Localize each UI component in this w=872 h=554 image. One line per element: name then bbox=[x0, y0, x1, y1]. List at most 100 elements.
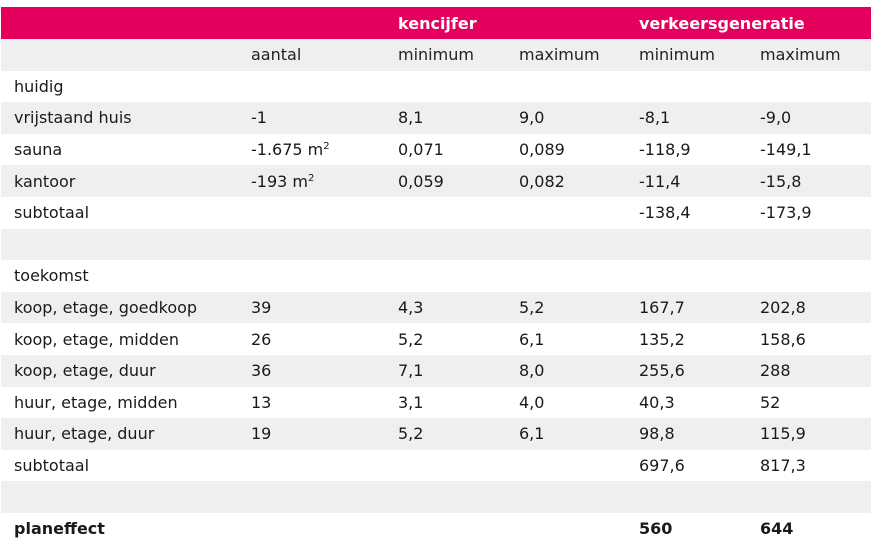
row-verkeer-minimum: -11,4 bbox=[626, 165, 747, 197]
row-label: toekomst bbox=[1, 260, 238, 292]
row-label: koop, etage, midden bbox=[1, 323, 238, 355]
row-label: sauna bbox=[1, 133, 238, 166]
row-label: huur, etage, duur bbox=[1, 418, 238, 450]
row-kencijfer-minimum: 0,071 bbox=[385, 133, 506, 166]
unit-exponent: 2 bbox=[307, 172, 315, 184]
row-label: koop, etage, goedkoop bbox=[1, 291, 238, 324]
subheader-empty-cell bbox=[1, 39, 238, 71]
row-verkeer-maximum: 158,6 bbox=[747, 323, 871, 355]
header-row: kencijfer verkeersgeneratie bbox=[1, 7, 871, 39]
row-label bbox=[1, 481, 238, 513]
row-verkeer-minimum: -138,4 bbox=[626, 196, 747, 229]
row-verkeer-maximum: 202,8 bbox=[747, 291, 871, 324]
table-row bbox=[1, 228, 871, 261]
row-kencijfer-minimum bbox=[385, 512, 506, 545]
row-kencijfer-maximum bbox=[506, 481, 626, 513]
row-kencijfer-minimum: 3,1 bbox=[385, 386, 506, 419]
table-row: koop, etage, goedkoop 39 4,3 5,2 167,7 202,8 bbox=[1, 291, 871, 324]
aantal-value: 39 bbox=[251, 298, 272, 318]
row-kencijfer-minimum bbox=[385, 449, 506, 482]
table-row: planeffect 560 644 bbox=[1, 512, 871, 545]
row-verkeer-minimum: 697,6 bbox=[626, 449, 747, 482]
subheader-verkeer-maximum: maximum bbox=[747, 39, 871, 71]
subheader-row: aantal minimum maximum minimum maximum bbox=[1, 39, 871, 71]
aantal-value: 36 bbox=[251, 361, 272, 381]
row-label: subtotaal bbox=[1, 449, 238, 482]
row-kencijfer-maximum bbox=[506, 512, 626, 545]
row-kencijfer-minimum: 5,2 bbox=[385, 323, 506, 355]
unit-exponent: 2 bbox=[323, 141, 330, 153]
row-verkeer-maximum: 52 bbox=[747, 386, 871, 419]
row-kencijfer-minimum bbox=[385, 196, 506, 229]
row-kencijfer-maximum: 6,1 bbox=[506, 323, 626, 355]
row-aantal: 36 bbox=[238, 354, 385, 387]
row-kencijfer-minimum: 5,2 bbox=[385, 418, 506, 450]
row-verkeer-minimum: 167,7 bbox=[626, 291, 747, 324]
row-kencijfer-maximum: 4,0 bbox=[506, 386, 626, 419]
table-row: toekomst bbox=[1, 260, 871, 292]
row-kencijfer-minimum: 0,059 bbox=[385, 165, 506, 197]
row-kencijfer-maximum bbox=[506, 70, 626, 103]
row-verkeer-minimum: 255,6 bbox=[626, 354, 747, 387]
row-kencijfer-maximum bbox=[506, 260, 626, 292]
row-aantal: -1 bbox=[238, 102, 385, 134]
row-label: huur, etage, midden bbox=[1, 386, 238, 419]
row-verkeer-maximum bbox=[747, 481, 871, 513]
table-row: huur, etage, midden 13 3,1 4,0 40,3 52 bbox=[1, 386, 871, 419]
table-row: koop, etage, duur 36 7,1 8,0 255,6 288 bbox=[1, 354, 871, 387]
table-row: kantoor -193 m2 0,059 0,082 -11,4 -15,8 bbox=[1, 165, 871, 197]
aantal-value: -1 bbox=[251, 108, 267, 128]
row-verkeer-maximum: -173,9 bbox=[747, 196, 871, 229]
header-empty-cell bbox=[1, 7, 238, 39]
header-empty-cell bbox=[238, 7, 385, 39]
row-kencijfer-minimum bbox=[385, 481, 506, 513]
table-row: huur, etage, duur 19 5,2 6,1 98,8 115,9 bbox=[1, 418, 871, 450]
traffic-generation-table: kencijfer verkeersgeneratie aantal minim… bbox=[1, 7, 871, 545]
row-verkeer-maximum: 115,9 bbox=[747, 418, 871, 450]
row-verkeer-maximum: 288 bbox=[747, 354, 871, 387]
aantal-value: 26 bbox=[251, 329, 272, 349]
aantal-value: -193 m bbox=[251, 171, 308, 191]
row-kencijfer-maximum: 9,0 bbox=[506, 102, 626, 134]
row-kencijfer-minimum bbox=[385, 70, 506, 103]
subheader-kencijfer-minimum: minimum bbox=[385, 39, 506, 71]
row-kencijfer-minimum: 4,3 bbox=[385, 291, 506, 324]
row-verkeer-maximum bbox=[747, 70, 871, 103]
table-row: subtotaal -138,4 -173,9 bbox=[1, 196, 871, 229]
row-kencijfer-minimum: 7,1 bbox=[385, 354, 506, 387]
header-kencijfer: kencijfer bbox=[385, 7, 506, 39]
row-kencijfer-maximum bbox=[506, 449, 626, 482]
row-aantal bbox=[238, 196, 385, 229]
row-verkeer-minimum: 560 bbox=[626, 512, 747, 545]
row-verkeer-maximum: 644 bbox=[747, 512, 871, 545]
table-row: huidig bbox=[1, 70, 871, 103]
row-label: koop, etage, duur bbox=[1, 354, 238, 387]
row-verkeer-minimum: 40,3 bbox=[626, 386, 747, 419]
table-row: koop, etage, midden 26 5,2 6,1 135,2 158,6 bbox=[1, 323, 871, 355]
row-kencijfer-maximum: 6,1 bbox=[506, 418, 626, 450]
subheader-aantal: aantal bbox=[238, 39, 385, 71]
row-verkeer-maximum bbox=[747, 228, 871, 261]
table-row: vrijstaand huis -1 8,1 9,0 -8,1 -9,0 bbox=[1, 102, 871, 134]
row-verkeer-minimum bbox=[626, 260, 747, 292]
row-kencijfer-minimum: 8,1 bbox=[385, 102, 506, 134]
row-verkeer-minimum: -8,1 bbox=[626, 102, 747, 134]
header-empty-cell bbox=[747, 7, 871, 39]
row-verkeer-minimum bbox=[626, 228, 747, 261]
row-aantal: -193 m2 bbox=[238, 165, 385, 197]
row-verkeer-minimum bbox=[626, 70, 747, 103]
row-verkeer-minimum: 98,8 bbox=[626, 418, 747, 450]
row-label bbox=[1, 228, 238, 261]
row-kencijfer-minimum bbox=[385, 260, 506, 292]
subheader-kencijfer-maximum: maximum bbox=[506, 39, 626, 71]
row-kencijfer-maximum bbox=[506, 196, 626, 229]
row-aantal bbox=[238, 228, 385, 261]
row-verkeer-minimum: -118,9 bbox=[626, 133, 747, 166]
table-row: subtotaal 697,6 817,3 bbox=[1, 449, 871, 482]
row-label: vrijstaand huis bbox=[1, 102, 238, 134]
row-aantal bbox=[238, 449, 385, 482]
row-verkeer-maximum: -149,1 bbox=[747, 133, 871, 166]
row-aantal: 13 bbox=[238, 386, 385, 419]
row-verkeer-maximum: -9,0 bbox=[747, 102, 871, 134]
